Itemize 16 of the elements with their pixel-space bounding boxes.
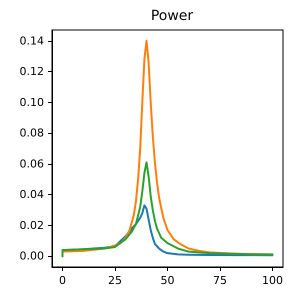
- y-tick-label: 0.06: [20, 157, 44, 170]
- x-tick-label: 75: [213, 274, 227, 287]
- y-tick-label: 0.14: [20, 34, 44, 48]
- x-tick-label: 0: [59, 274, 66, 287]
- y-tick-label: 0.00: [20, 250, 44, 263]
- chart-title: Power: [150, 8, 194, 24]
- y-tick-label: 0.12: [20, 65, 44, 78]
- x-tick-label: 100: [262, 274, 283, 287]
- y-tick-label: 0.08: [20, 126, 44, 140]
- x-tick-label: 50: [160, 274, 174, 287]
- line-series: [62, 40, 274, 258]
- y-tick-label: 0.10: [20, 96, 44, 109]
- y-tick-label: 0.04: [20, 188, 44, 202]
- line-series: [62, 161, 274, 258]
- x-tick-label: 25: [108, 274, 122, 287]
- y-tick-label: 0.02: [20, 218, 44, 232]
